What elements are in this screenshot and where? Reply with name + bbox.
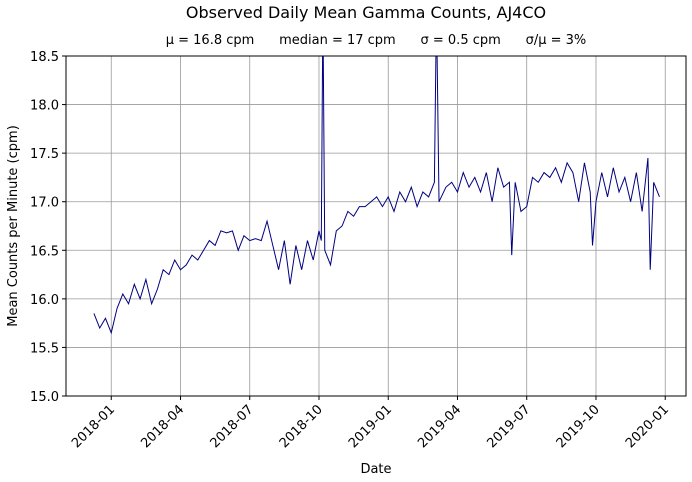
y-tick-label: 18.0	[30, 99, 59, 114]
x-tick-label: 2018-10	[277, 402, 326, 451]
y-tick-label: 17.5	[30, 147, 59, 162]
y-tick-label: 16.5	[30, 244, 59, 259]
y-tick-label: 18.5	[30, 50, 59, 65]
y-tick-label: 17.0	[30, 196, 59, 211]
chart-title: Observed Daily Mean Gamma Counts, AJ4CO	[186, 3, 546, 22]
x-tick-label: 2020-01	[623, 402, 672, 451]
y-tick-label: 16.0	[30, 293, 59, 308]
data-line	[93, 56, 660, 335]
y-tick-label: 15.0	[30, 390, 59, 405]
y-axis-label: Mean Counts per Minute (cpm)	[6, 125, 21, 327]
chart-subtitle: μ = 16.8 cpm median = 17 cpm σ = 0.5 cpm…	[166, 33, 587, 48]
x-tick-label: 2019-07	[485, 402, 534, 451]
x-tick-label: 2019-01	[346, 402, 395, 451]
x-tick-label: 2019-10	[554, 402, 603, 451]
x-tick-label: 2018-01	[69, 402, 118, 451]
x-tick-label: 2019-04	[415, 402, 464, 451]
x-axis-label: Date	[360, 462, 391, 477]
x-tick-label: 2018-07	[208, 402, 257, 451]
x-tick-label: 2018-04	[138, 402, 187, 451]
y-tick-label: 15.5	[30, 341, 59, 356]
plot-frame	[65, 55, 687, 397]
